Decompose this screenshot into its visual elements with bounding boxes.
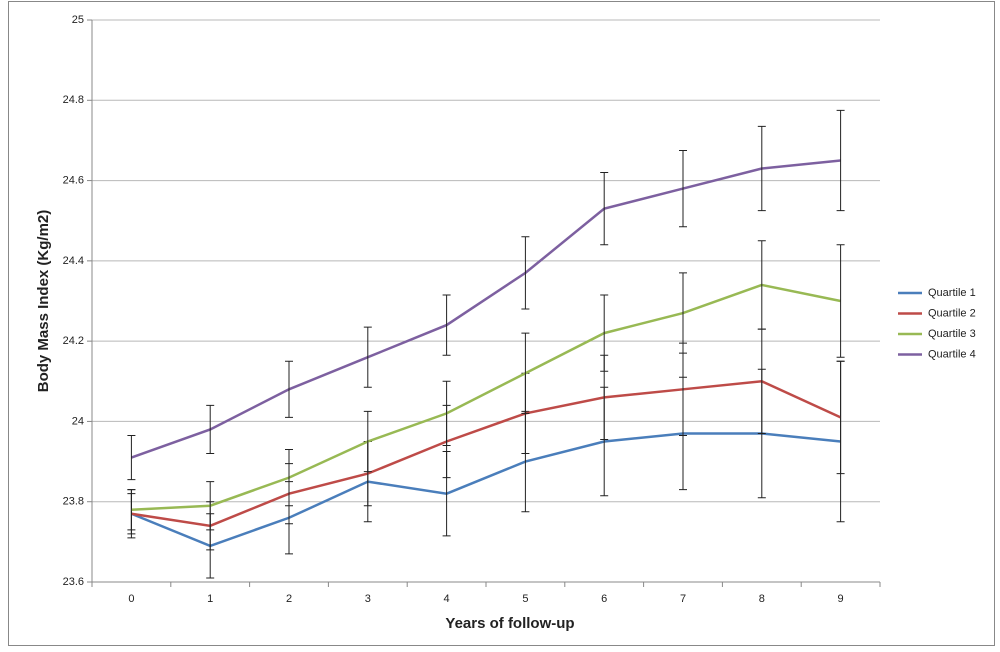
series-line [131,283,841,511]
series-line [130,432,841,548]
x-tick-label: 0 [128,593,134,605]
x-tick-label: 8 [759,593,765,605]
error-bar [206,404,215,455]
error-bar [600,294,609,372]
legend-label: Quartile 1 [928,287,976,299]
error-bar [757,240,766,330]
y-tick-label: 25 [72,14,84,26]
x-tick-label: 6 [601,593,607,605]
error-bar [363,326,372,388]
error-bar [600,172,609,246]
y-tick-label: 23.8 [63,496,84,508]
x-tick-label: 4 [444,593,450,605]
error-bar [836,109,845,212]
error-bar [521,236,530,310]
chart-frame [8,1,995,646]
error-bar [127,434,136,481]
error-bar [285,449,293,507]
error-bar [285,360,293,418]
y-tick-label: 24.2 [63,335,84,347]
x-tick-label: 3 [365,593,371,605]
x-tick-label: 2 [286,593,292,605]
error-bar [679,272,687,354]
x-tick-label: 1 [207,593,213,605]
legend-label: Quartile 3 [928,328,976,340]
error-bar [206,481,215,531]
error-bar [442,294,451,356]
series-line [131,380,842,528]
y-tick-label: 24.4 [63,255,84,267]
error-bar [442,380,451,447]
error-bar [679,149,687,228]
error-bar [836,244,845,358]
error-bar [757,125,766,212]
y-tick-label: 24.6 [63,174,84,186]
x-tick-label: 5 [522,593,528,605]
series-line [130,159,841,459]
error-bar [127,489,136,531]
y-tick-label: 24 [72,415,84,427]
error-bar [363,410,372,473]
x-tick-label: 7 [680,593,686,605]
y-tick-label: 24.8 [63,94,84,106]
y-axis-title: Body Mass Index (Kg/m2) [35,210,52,393]
x-axis-title: Years of follow-up [445,615,574,632]
x-tick-label: 9 [838,593,844,605]
legend-label: Quartile 2 [928,307,976,319]
error-bar [836,360,845,475]
legend-label: Quartile 4 [928,348,976,360]
error-bar [521,332,530,414]
y-tick-label: 23.6 [63,576,84,588]
